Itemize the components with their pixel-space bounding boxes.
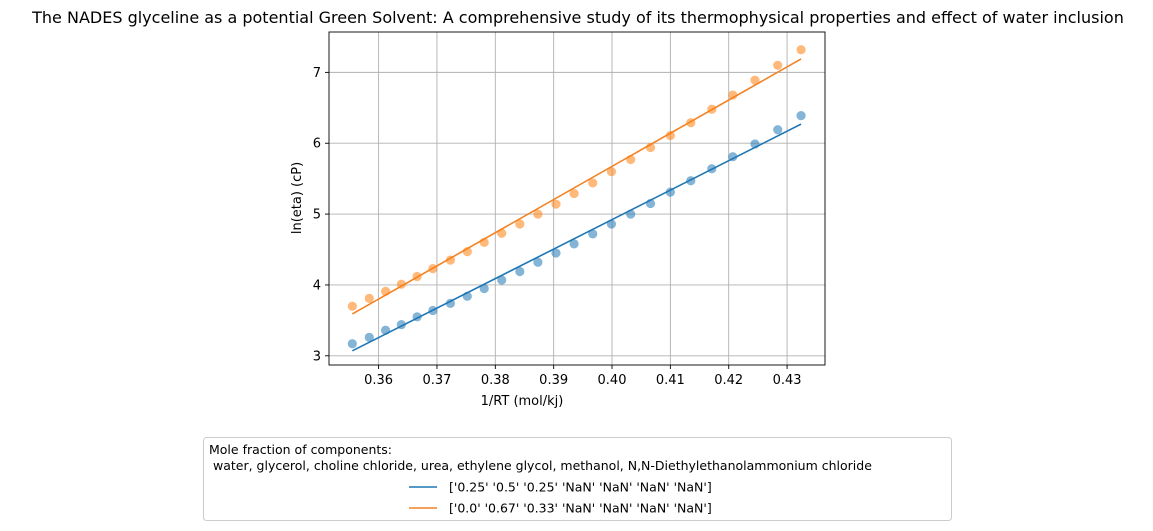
data-point-series-2 [515, 219, 525, 229]
legend-label-series-1: ['0.25' '0.5' '0.25' 'NaN' 'NaN' 'NaN' '… [449, 480, 712, 495]
legend-entries: ['0.25' '0.5' '0.25' 'NaN' 'NaN' 'NaN' '… [409, 480, 712, 516]
data-point-series-1 [515, 266, 525, 277]
data-point-series-2 [364, 293, 374, 303]
data-point-series-2 [381, 286, 391, 296]
data-point-series-1 [728, 152, 738, 162]
data-point-series-2 [773, 60, 783, 70]
data-point-series-2 [462, 247, 472, 257]
plot-frame [328, 31, 826, 366]
data-point-series-1 [479, 283, 489, 294]
data-point-series-2 [347, 301, 357, 311]
legend: Mole fraction of components: water, glyc… [203, 437, 952, 521]
data-point-series-1 [428, 305, 438, 316]
data-point-series-1 [588, 229, 598, 239]
y-tick-label: 6 [313, 137, 321, 152]
data-point-series-2 [686, 118, 696, 128]
data-point-series-2 [533, 209, 543, 219]
x-axis-label: 1/RT (mol/kj) [481, 394, 564, 409]
data-point-series-2 [479, 237, 489, 248]
fit-line-series-1 [351, 123, 802, 352]
data-point-series-1 [569, 239, 579, 249]
data-point-series-2 [707, 104, 717, 114]
x-tick-label: 0.42 [714, 373, 743, 388]
x-tick-label: 0.39 [539, 373, 568, 388]
x-axis-ticks: 0.36 0.37 0.38 0.39 0.40 0.41 0.42 0.43 [364, 365, 802, 388]
data-point-series-1 [626, 209, 636, 219]
data-point-series-1 [551, 248, 561, 258]
data-point-series-2 [396, 279, 406, 289]
data-point-series-1 [686, 176, 696, 186]
data-point-series-1 [412, 312, 422, 322]
fit-line-series-2 [351, 58, 802, 315]
data-point-series-1 [462, 291, 472, 301]
x-tick-label: 0.43 [773, 373, 802, 388]
data-point-series-1 [606, 219, 617, 229]
legend-box [203, 437, 952, 521]
fit-lines [351, 58, 802, 352]
data-point-series-1 [773, 125, 783, 135]
data-point-series-2 [445, 255, 455, 265]
legend-title-line2: water, glycerol, choline chloride, urea,… [209, 458, 872, 473]
data-point-series-2 [569, 188, 579, 199]
data-point-series-2 [412, 271, 422, 282]
x-tick-label: 0.40 [598, 373, 627, 388]
data-point-series-2 [497, 228, 507, 238]
data-point-series-1 [364, 332, 374, 342]
data-point-series-2 [796, 45, 806, 55]
chart-title: The NADES glyceline as a potential Green… [31, 8, 1124, 27]
data-point-series-1 [533, 257, 543, 267]
legend-label-series-2: ['0.0' '0.67' '0.33' 'NaN' 'NaN' 'NaN' '… [449, 501, 712, 516]
y-tick-label: 3 [313, 349, 321, 364]
data-point-series-2 [645, 142, 656, 153]
x-tick-label: 0.38 [481, 373, 510, 388]
data-points [347, 45, 806, 349]
data-point-series-1 [381, 325, 391, 335]
data-point-series-2 [665, 130, 675, 141]
y-axis-ticks: 3 4 5 6 7 [313, 66, 329, 364]
data-point-series-1 [645, 198, 656, 209]
legend-title-line1: Mole fraction of components: [209, 442, 392, 457]
data-point-series-2 [606, 166, 617, 177]
data-point-series-1 [396, 320, 406, 330]
data-point-series-2 [728, 90, 738, 100]
data-point-series-1 [665, 187, 675, 197]
data-point-series-1 [347, 339, 357, 349]
x-tick-label: 0.36 [364, 373, 393, 388]
data-point-series-1 [750, 139, 760, 149]
y-tick-label: 4 [313, 278, 321, 293]
data-point-series-1 [796, 111, 806, 121]
data-point-series-2 [626, 154, 636, 165]
data-point-series-1 [707, 164, 717, 174]
data-point-series-2 [428, 264, 438, 274]
x-tick-label: 0.41 [656, 373, 685, 388]
data-point-series-2 [551, 199, 561, 209]
data-point-series-2 [750, 75, 760, 85]
y-tick-label: 7 [313, 66, 321, 81]
x-tick-label: 0.37 [422, 373, 451, 388]
y-tick-label: 5 [313, 208, 321, 223]
y-axis-label: ln(eta) (cP) [290, 162, 305, 234]
data-point-series-2 [588, 178, 598, 188]
grid [329, 32, 825, 365]
data-point-series-1 [497, 275, 507, 285]
data-point-series-1 [445, 298, 455, 308]
